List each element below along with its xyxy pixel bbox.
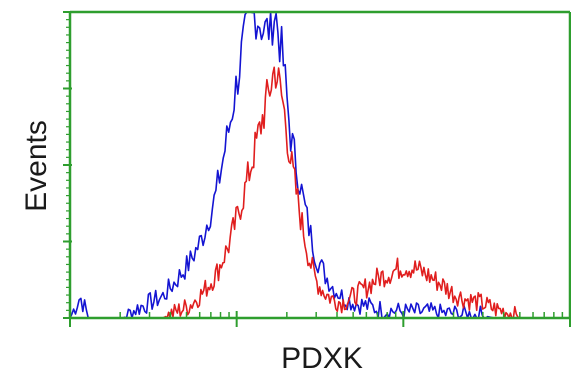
series-line-red xyxy=(162,66,545,318)
series-line-blue xyxy=(70,12,545,318)
axis-frame xyxy=(63,10,571,327)
y-axis-label: Events xyxy=(20,120,53,212)
series-layer xyxy=(70,12,545,318)
x-axis-label: PDXK xyxy=(281,342,363,375)
